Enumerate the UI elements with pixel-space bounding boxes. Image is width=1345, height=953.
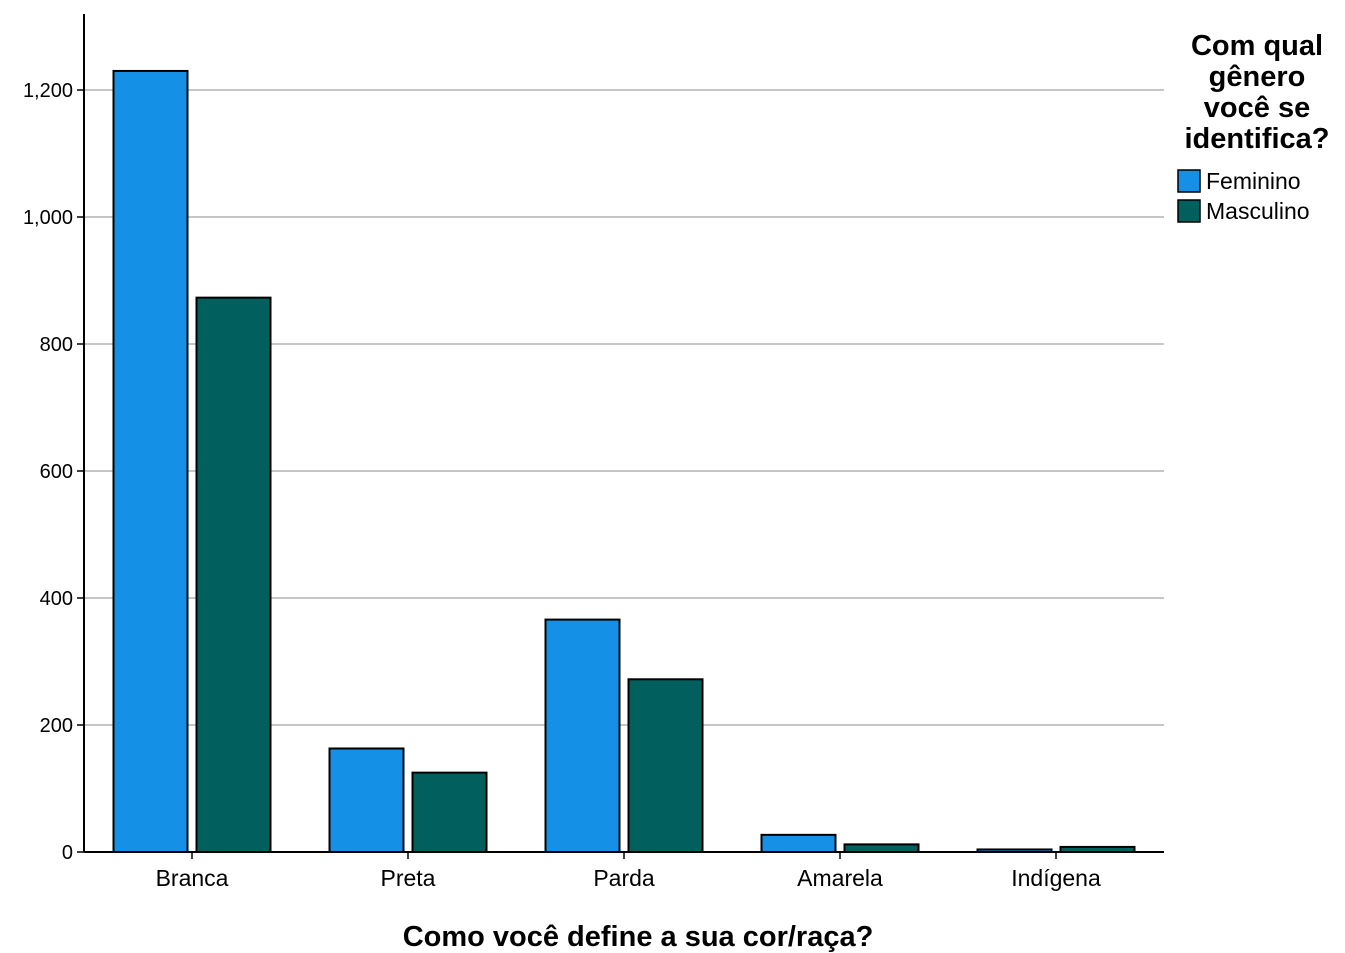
bars	[112, 69, 1136, 854]
legend-label-masculino: Masculino	[1206, 198, 1310, 224]
x-category-label: Indígena	[1011, 865, 1101, 891]
x-axis-title: Como você define a sua cor/raça?	[403, 921, 874, 953]
y-tick-label: 200	[40, 715, 73, 737]
x-category-label: Branca	[156, 865, 229, 891]
legend-title-line: Com qual	[1191, 30, 1323, 62]
bar-feminino-amarela	[760, 833, 837, 853]
legend-title-line: identifica?	[1184, 123, 1329, 155]
y-tick-label: 400	[40, 588, 73, 610]
bar-masculino-parda	[627, 678, 704, 854]
legend-title-line: gênero	[1209, 61, 1306, 93]
bar-masculino-branca	[195, 296, 272, 853]
x-axis-categories: Branca Preta Parda Amarela Indígena	[156, 852, 1101, 891]
x-category-label: Amarela	[797, 865, 883, 891]
y-tick-label: 800	[40, 334, 73, 356]
bar-feminino-parda	[544, 618, 621, 854]
y-tick-label: 1,000	[23, 207, 73, 229]
legend-label-feminino: Feminino	[1206, 168, 1301, 194]
y-tick-label: 600	[40, 461, 73, 483]
bar-masculino-preta	[411, 771, 488, 853]
legend-title-line: você se	[1204, 92, 1310, 124]
y-tick-label: 0	[62, 842, 73, 864]
x-category-label: Parda	[593, 865, 655, 891]
legend-swatch-feminino	[1177, 169, 1201, 193]
y-tick-label: 1,200	[23, 80, 73, 102]
legend-swatch-masculino	[1177, 199, 1201, 223]
bar-masculino-amarela	[843, 843, 920, 854]
bar-feminino-preta	[328, 747, 405, 853]
y-axis-ticks: 0 200 400 600 800 1,000 1,200	[23, 80, 84, 864]
x-category-label: Preta	[381, 865, 436, 891]
bar-feminino-branca	[112, 69, 189, 853]
